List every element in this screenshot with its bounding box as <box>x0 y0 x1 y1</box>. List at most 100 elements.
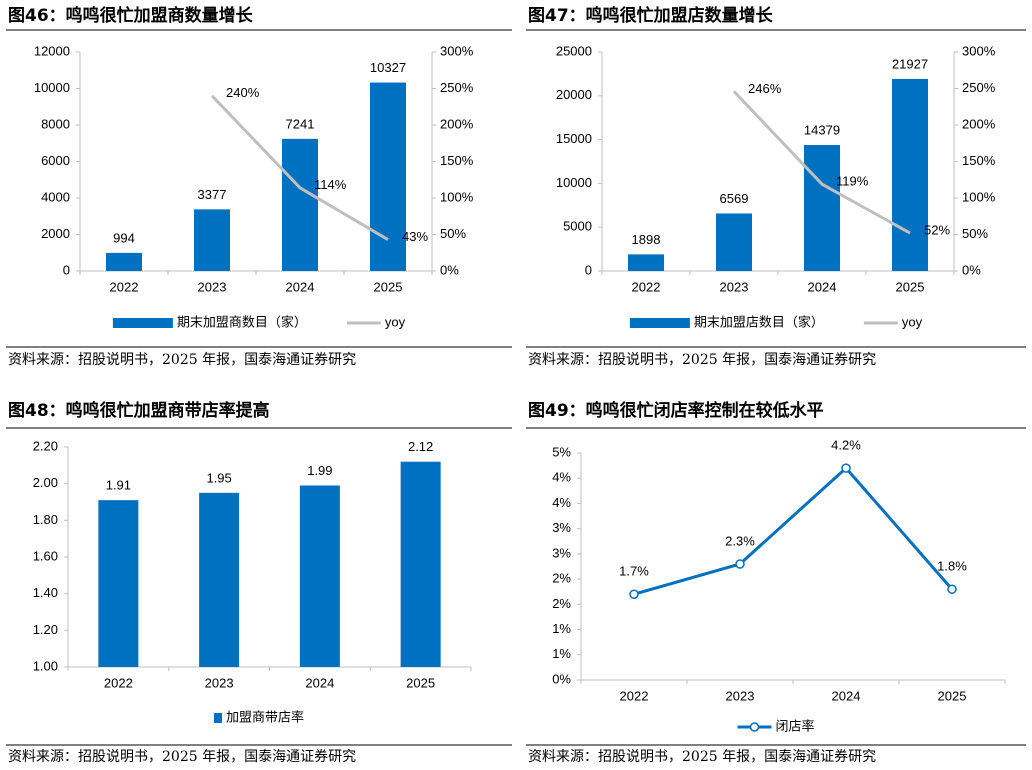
x-tick-label: 2024 <box>286 279 315 294</box>
x-tick-label: 2022 <box>632 279 661 294</box>
data-label: 1.8% <box>937 559 967 574</box>
source: 资料来源：招股说明书，2025 年报，国泰海通证券研究 <box>528 352 876 368</box>
y-tick-label: 20000 <box>556 87 592 102</box>
bar <box>194 209 230 271</box>
marker <box>947 584 957 594</box>
y-tick-label: 6000 <box>41 153 70 168</box>
legend-label: yoy <box>902 314 923 329</box>
x-tick-label: 2025 <box>938 688 967 703</box>
source: 资料来源：招股说明书，2025 年报，国泰海通证券研究 <box>8 352 356 368</box>
bar <box>716 213 752 271</box>
y-tick-label: 1.40 <box>33 585 58 600</box>
x-tick-label: 2022 <box>104 675 133 690</box>
legend-label: 闭店率 <box>775 718 814 733</box>
y-tick-label: 5% <box>552 444 571 459</box>
x-tick-label: 2023 <box>720 279 749 294</box>
figure-title: 图48：鸣鸣很忙加盟商带店率提高 <box>8 400 270 421</box>
y2-tick-label: 150% <box>962 153 996 168</box>
bar <box>892 78 928 271</box>
x-tick-label: 2024 <box>808 279 837 294</box>
y-tick-label: 1.00 <box>33 658 58 673</box>
data-label: 1.95 <box>206 470 231 485</box>
y-tick-label: 1.80 <box>33 512 58 527</box>
y-tick-label: 4% <box>552 495 571 510</box>
x-tick-label: 2023 <box>205 675 234 690</box>
data-label: 240% <box>226 85 260 100</box>
marker <box>629 589 639 599</box>
data-label: 3377 <box>198 187 227 202</box>
bar <box>282 138 318 271</box>
data-label: 10327 <box>370 60 406 75</box>
line <box>210 94 389 241</box>
data-label: 7241 <box>286 116 315 131</box>
y2-tick-label: 0% <box>440 262 459 277</box>
legend-swatch <box>213 713 222 723</box>
y-tick-label: 4000 <box>41 189 70 204</box>
x-tick-label: 2023 <box>198 279 227 294</box>
legend: 期末加盟商数目（家） yoy <box>112 314 406 329</box>
legend: 闭店率 <box>737 718 815 733</box>
y2-tick-label: 300% <box>440 43 474 58</box>
y2-tick-label: 200% <box>440 116 474 131</box>
y-tick-label: 0 <box>63 262 70 277</box>
data-label: 246% <box>748 81 782 96</box>
data-label: 21927 <box>892 56 928 71</box>
data-label: 1.91 <box>106 478 131 493</box>
y2-tick-label: 250% <box>440 80 474 95</box>
legend-label: 期末加盟店数目（家） <box>694 314 824 329</box>
y-tick-label: 10000 <box>34 80 70 95</box>
bar <box>804 145 840 271</box>
data-label: 114% <box>314 177 347 192</box>
x-tick-label: 2025 <box>374 279 403 294</box>
y-tick-label: 2.00 <box>33 475 58 490</box>
y-tick-label: 1% <box>552 646 571 661</box>
y-tick-label: 0 <box>585 262 592 277</box>
x-tick-label: 2023 <box>726 688 755 703</box>
y-tick-label: 3% <box>552 545 571 560</box>
data-label: 4.2% <box>831 438 861 453</box>
legend: 期末加盟店数目（家） yoy <box>629 314 923 329</box>
data-label: 6569 <box>720 191 749 206</box>
y2-tick-label: 50% <box>962 226 988 241</box>
bar <box>299 485 340 667</box>
y2-tick-label: 100% <box>962 189 996 204</box>
data-label: 14379 <box>804 122 840 137</box>
data-label: 1898 <box>632 232 661 247</box>
y-tick-label: 10000 <box>556 175 592 190</box>
y-tick-label: 0% <box>552 671 571 686</box>
y2-tick-label: 100% <box>440 189 474 204</box>
bar <box>370 82 406 271</box>
data-label: 994 <box>113 230 135 245</box>
y-tick-label: 8000 <box>41 116 70 131</box>
y-tick-label: 2.20 <box>33 438 58 453</box>
data-label: 1.7% <box>619 564 649 579</box>
bar <box>106 252 142 271</box>
y-tick-label: 2000 <box>41 226 70 241</box>
legend-label: 期末加盟商数目（家） <box>177 314 307 329</box>
bar <box>628 254 664 271</box>
y-tick-label: 3% <box>552 520 571 535</box>
data-label: 119% <box>836 174 869 189</box>
x-tick-label: 2024 <box>305 675 334 690</box>
y-tick-label: 5000 <box>563 219 592 234</box>
bar <box>199 492 240 667</box>
y-tick-label: 15000 <box>556 131 592 146</box>
y-tick-label: 1% <box>552 621 571 636</box>
bar <box>98 500 139 667</box>
x-tick-label: 2022 <box>110 279 139 294</box>
y-tick-label: 12000 <box>34 43 70 58</box>
y2-tick-label: 50% <box>440 226 466 241</box>
data-label: 1.99 <box>307 463 332 478</box>
legend: 加盟商带店率 <box>213 709 304 724</box>
line <box>633 465 954 596</box>
data-label: 2.12 <box>408 439 433 454</box>
y-tick-label: 1.60 <box>33 548 58 563</box>
y2-tick-label: 150% <box>440 153 474 168</box>
data-label: 52% <box>924 222 950 237</box>
x-tick-label: 2022 <box>620 688 649 703</box>
legend-swatch <box>629 318 690 328</box>
source: 资料来源：招股说明书，2025 年报，国泰海通证券研究 <box>528 749 876 765</box>
x-tick-label: 2025 <box>896 279 925 294</box>
